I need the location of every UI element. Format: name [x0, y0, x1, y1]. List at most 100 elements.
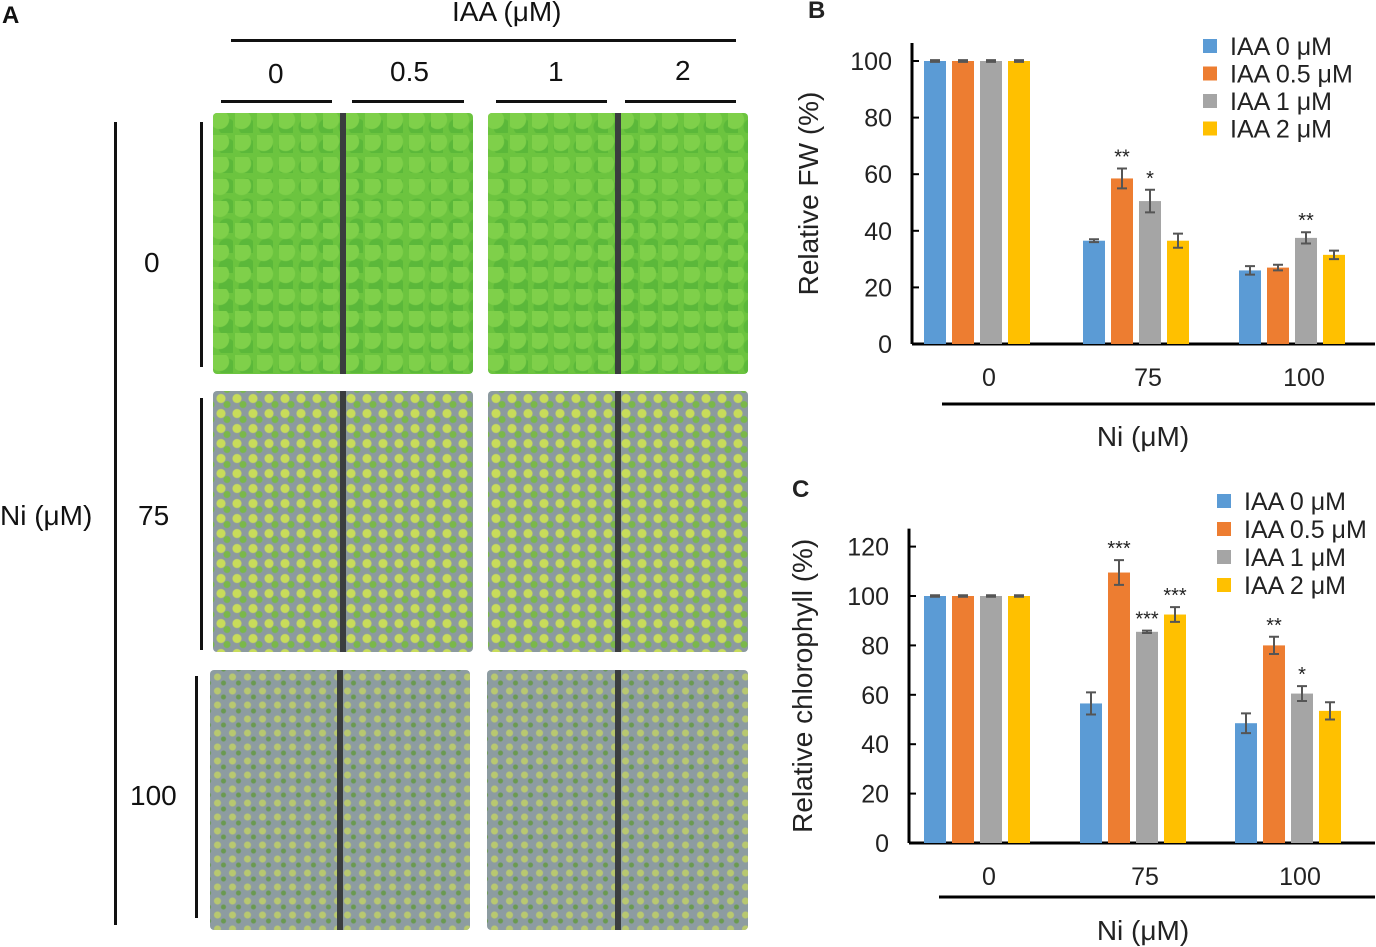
error-bar — [1170, 606, 1180, 623]
bar — [1136, 631, 1158, 843]
error-bar — [1297, 685, 1307, 702]
iaa-level: 1 — [548, 56, 564, 87]
ni-title: Ni (μM) — [0, 500, 93, 531]
error-bar — [986, 594, 996, 598]
legend-label: IAA 0 μM — [1230, 33, 1332, 61]
y-tick-label: 60 — [864, 161, 892, 189]
legend-label: IAA 0.5 μM — [1230, 61, 1353, 89]
error-bar — [958, 59, 968, 63]
bar — [980, 61, 1002, 344]
y-tick-label: 40 — [864, 218, 892, 246]
error-bar — [1142, 629, 1152, 635]
bar — [952, 61, 974, 344]
error-bar — [1114, 559, 1124, 586]
error-bar — [930, 594, 940, 598]
error-bar — [1325, 701, 1335, 721]
y-tick-label: 0 — [875, 830, 889, 858]
legend-label: IAA 2 μM — [1244, 572, 1346, 600]
iaa-underline — [221, 100, 332, 103]
bar — [1239, 270, 1261, 344]
x-tick-label: 0 — [982, 863, 996, 891]
bar — [1319, 710, 1341, 843]
iaa-underline — [625, 100, 736, 103]
bar — [980, 596, 1002, 843]
significance-label: ** — [1298, 210, 1314, 232]
x-axis-title: Ni (μM) — [1097, 915, 1189, 946]
y-axis-title: Relative chlorophyll (%) — [787, 539, 818, 833]
bar — [924, 61, 946, 344]
significance-label: *** — [1135, 609, 1159, 631]
ni-level: 75 — [138, 500, 170, 531]
x-tick-label: 100 — [1283, 364, 1325, 392]
error-bar — [1273, 263, 1283, 272]
legend-swatch — [1217, 494, 1231, 508]
legend-label: IAA 2 μM — [1230, 116, 1332, 144]
legend-swatch — [1217, 578, 1231, 592]
bar — [924, 596, 946, 843]
bar — [1167, 240, 1189, 344]
significance-label: *** — [1163, 585, 1187, 607]
y-tick-label: 40 — [861, 731, 889, 759]
row-line — [200, 122, 203, 367]
significance-label: ** — [1266, 615, 1282, 637]
plate-photo — [213, 391, 473, 652]
iaa-underline — [496, 100, 607, 103]
bar — [1083, 240, 1105, 344]
bar — [1323, 254, 1345, 344]
iaa-title: IAA (μM) — [452, 0, 562, 27]
panel-a-label: A — [2, 2, 20, 29]
iaa-underline — [352, 100, 464, 103]
row-line — [195, 676, 198, 918]
y-axis-title: Relative FW (%) — [793, 92, 824, 296]
x-axis-title: Ni (μM) — [1097, 421, 1189, 452]
panel-label: C — [792, 476, 809, 503]
y-tick-label: 20 — [861, 781, 889, 809]
legend-label: IAA 1 μM — [1230, 88, 1332, 116]
ni-level: 100 — [130, 780, 177, 811]
error-bar — [1014, 59, 1024, 63]
panel-label: B — [808, 0, 825, 24]
ni-bracket — [114, 122, 117, 925]
y-tick-label: 100 — [850, 48, 892, 76]
legend-swatch — [1217, 522, 1231, 536]
bar — [952, 596, 974, 843]
error-bar — [1086, 691, 1096, 716]
iaa-level: 0.5 — [390, 56, 429, 87]
plate-photo — [488, 391, 748, 652]
x-tick-label: 100 — [1279, 863, 1321, 891]
x-tick-label: 0 — [982, 364, 996, 392]
bar — [1235, 723, 1257, 843]
error-bar — [1145, 188, 1155, 214]
plate-photo — [488, 113, 748, 374]
bar — [1295, 237, 1317, 344]
error-bar — [1241, 712, 1251, 735]
y-tick-label: 120 — [847, 534, 889, 562]
y-tick-label: 20 — [864, 274, 892, 302]
legend-swatch — [1203, 66, 1217, 81]
bar — [1108, 572, 1130, 843]
ni-level: 0 — [144, 247, 160, 278]
error-bar — [1269, 635, 1279, 656]
y-tick-label: 0 — [878, 331, 892, 359]
legend-swatch — [1203, 94, 1217, 108]
bar — [1008, 596, 1030, 843]
error-bar — [986, 59, 996, 63]
bar — [1267, 267, 1289, 344]
legend-swatch — [1203, 121, 1217, 136]
legend-label: IAA 0 μM — [1244, 488, 1346, 516]
plate-photo — [210, 670, 470, 930]
error-bar — [958, 594, 968, 598]
legend-label: IAA 1 μM — [1244, 544, 1346, 572]
error-bar — [1014, 594, 1024, 598]
y-tick-label: 100 — [847, 583, 889, 611]
bar — [1164, 614, 1186, 843]
bar — [1080, 703, 1102, 843]
error-bar — [930, 59, 940, 63]
error-bar — [1329, 249, 1339, 261]
error-bar — [1245, 265, 1255, 276]
y-tick-label: 80 — [861, 632, 889, 660]
legend-swatch — [1203, 39, 1217, 53]
iaa-level: 0 — [268, 58, 284, 89]
error-bar — [1301, 231, 1311, 245]
